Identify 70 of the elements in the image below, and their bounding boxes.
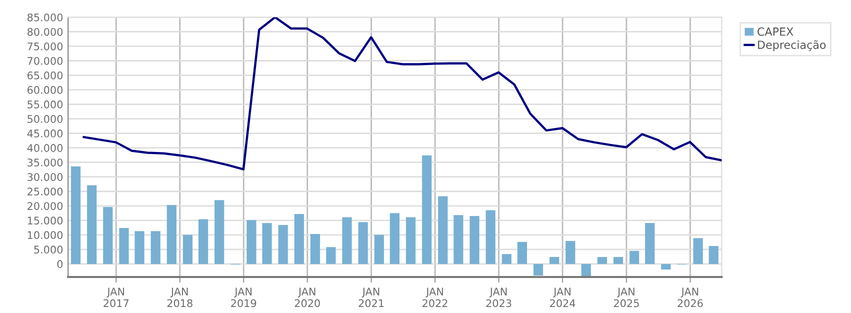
bar — [198, 219, 208, 264]
bar — [597, 256, 607, 264]
y-tick-label: 50.000 — [28, 115, 63, 123]
bar — [502, 254, 512, 264]
bar — [438, 196, 448, 264]
y-tick-label: 25.000 — [28, 188, 63, 196]
bar — [103, 207, 113, 264]
x-tick-label: JAN 2018 — [167, 288, 192, 308]
bar — [262, 223, 272, 264]
bar — [550, 256, 560, 264]
y-tick-label: 75.000 — [28, 42, 63, 50]
bar — [246, 220, 256, 264]
bar — [454, 215, 464, 264]
x-tick-label: JAN 2024 — [550, 288, 576, 308]
bar — [470, 216, 480, 264]
bar — [645, 223, 655, 264]
bar — [374, 234, 384, 264]
y-tick-label: 15.000 — [28, 216, 63, 225]
x-tick-label: JAN 2022 — [422, 288, 448, 308]
y-tick-label: 35.000 — [28, 158, 63, 166]
bar — [390, 213, 400, 264]
bar — [708, 246, 718, 264]
bar — [581, 264, 591, 277]
x-tick-label: JAN 2020 — [294, 288, 320, 308]
bar — [693, 238, 703, 264]
bar — [119, 228, 129, 264]
x-tick-label: JAN 2023 — [486, 288, 512, 308]
y-tick-label: 85.000 — [27, 13, 63, 22]
bar — [613, 256, 624, 264]
bar — [422, 155, 432, 264]
bar — [630, 250, 640, 264]
bar — [358, 222, 368, 264]
bar — [310, 234, 320, 264]
bar — [342, 217, 352, 264]
bar — [661, 264, 671, 270]
y-tick-label: 65.000 — [28, 71, 63, 80]
bar — [566, 241, 576, 264]
line-series — [82, 17, 722, 170]
x-tick-label: JAN 2019 — [231, 288, 256, 308]
y-tick-label: 60.000 — [28, 86, 63, 94]
y-tick-label: 20.000 — [28, 202, 63, 210]
bar — [182, 234, 193, 264]
x-tick-label: JAN 2017 — [104, 288, 128, 308]
y-tick-label: 70.000 — [28, 56, 63, 65]
y-tick-label: 30.000 — [28, 173, 63, 181]
y-tick-label: 5.000 — [34, 246, 63, 254]
x-tick-label: JAN 2026 — [678, 288, 703, 308]
bar — [517, 242, 527, 264]
x-tick-label: JAN 2021 — [358, 288, 384, 308]
legend-label: CAPEX — [758, 27, 794, 36]
bar — [533, 264, 544, 276]
bar — [326, 247, 336, 264]
y-tick-label: 80.000 — [27, 28, 63, 36]
y-tick-label: 55.000 — [28, 100, 63, 108]
legend-label: Depreciação — [758, 40, 826, 52]
bar — [406, 217, 416, 264]
x-tick-label: JAN 2025 — [614, 288, 639, 308]
y-tick-label: 0 — [57, 260, 63, 268]
bar — [294, 214, 304, 264]
bar — [134, 231, 144, 264]
bar — [278, 225, 288, 264]
bar — [70, 166, 81, 264]
y-tick-label: 10.000 — [28, 231, 63, 240]
bar — [150, 231, 160, 264]
bar — [214, 200, 224, 264]
bar — [166, 205, 176, 264]
y-tick-label: 45.000 — [27, 130, 63, 138]
bar — [87, 185, 97, 264]
bar — [486, 210, 496, 264]
y-tick-label: 40.000 — [27, 144, 63, 152]
